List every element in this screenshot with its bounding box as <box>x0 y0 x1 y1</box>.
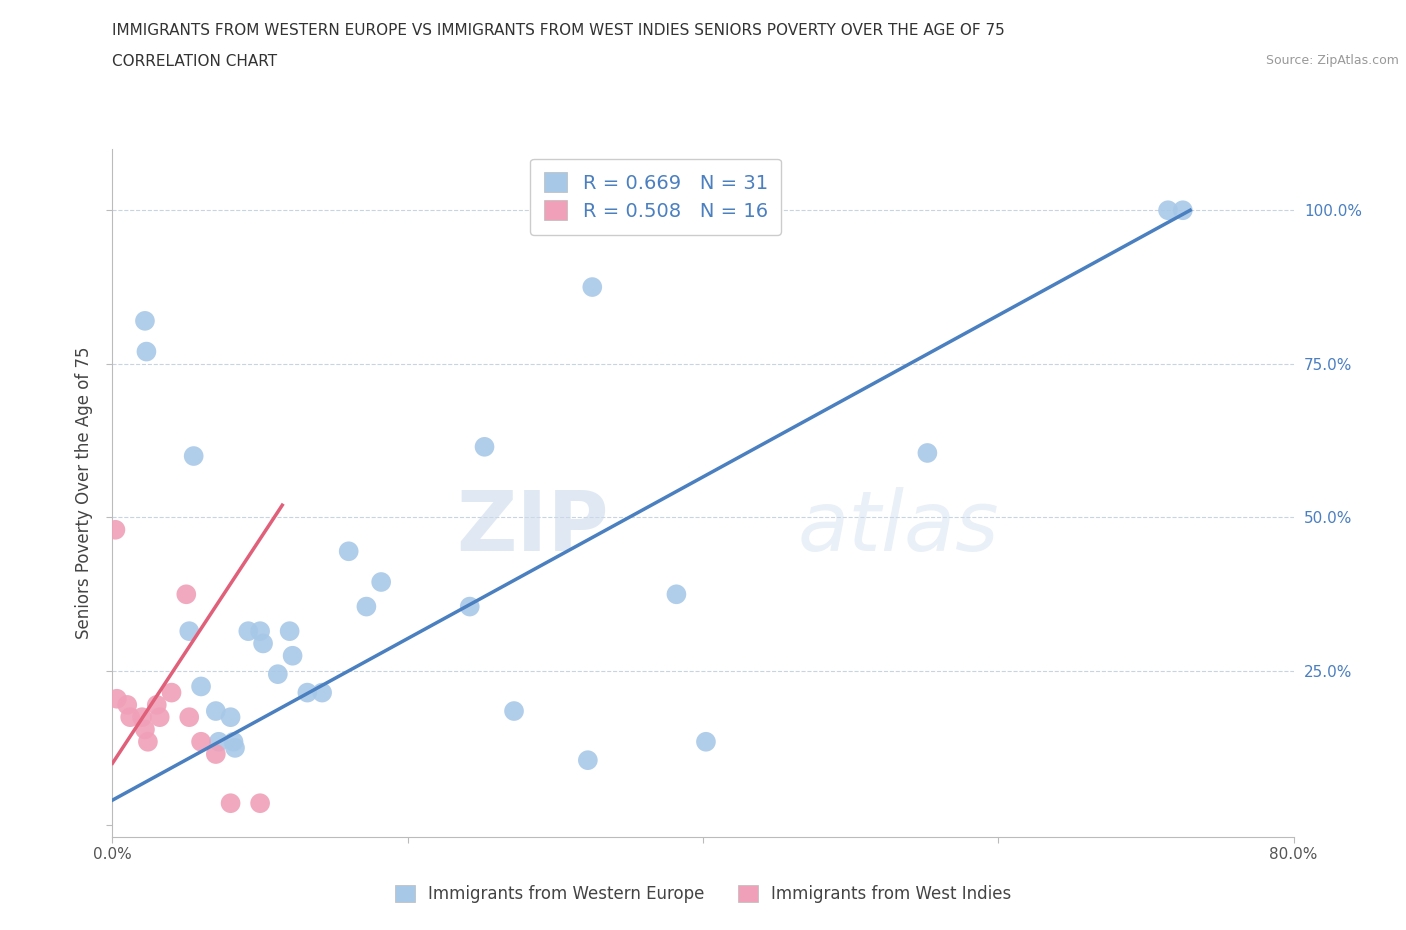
Point <box>474 439 496 454</box>
Point <box>134 313 156 328</box>
Point <box>205 704 228 719</box>
Text: Source: ZipAtlas.com: Source: ZipAtlas.com <box>1265 54 1399 67</box>
Point <box>208 735 231 750</box>
Point <box>1171 203 1194 218</box>
Point <box>917 445 939 460</box>
Point <box>179 710 201 724</box>
Point <box>205 747 228 762</box>
Point <box>576 752 599 767</box>
Point <box>174 587 197 602</box>
Point <box>179 624 201 639</box>
Point <box>134 722 156 737</box>
Point <box>249 796 271 811</box>
Point <box>370 575 392 590</box>
Point <box>695 735 717 750</box>
Point <box>337 544 360 559</box>
Point <box>665 587 688 602</box>
Point <box>356 599 378 614</box>
Text: atlas: atlas <box>797 486 1000 568</box>
Point <box>252 636 274 651</box>
Point <box>249 624 271 639</box>
Text: CORRELATION CHART: CORRELATION CHART <box>112 54 277 69</box>
Point <box>190 735 212 750</box>
Point <box>267 667 290 682</box>
Point <box>222 735 245 750</box>
Point <box>160 685 183 700</box>
Point <box>190 679 212 694</box>
Point <box>458 599 481 614</box>
Point <box>581 280 603 295</box>
Point <box>1157 203 1180 218</box>
Point <box>238 624 260 639</box>
Point <box>224 740 246 755</box>
Point <box>311 685 333 700</box>
Point <box>117 698 138 712</box>
Point <box>219 710 242 724</box>
Point <box>503 704 526 719</box>
Point <box>120 710 142 724</box>
Legend: Immigrants from Western Europe, Immigrants from West Indies: Immigrants from Western Europe, Immigran… <box>387 876 1019 911</box>
Text: IMMIGRANTS FROM WESTERN EUROPE VS IMMIGRANTS FROM WEST INDIES SENIORS POVERTY OV: IMMIGRANTS FROM WESTERN EUROPE VS IMMIGR… <box>112 23 1005 38</box>
Point <box>297 685 319 700</box>
Point <box>104 523 127 538</box>
Point <box>149 710 172 724</box>
Y-axis label: Seniors Poverty Over the Age of 75: Seniors Poverty Over the Age of 75 <box>75 347 93 639</box>
Point <box>219 796 242 811</box>
Text: ZIP: ZIP <box>456 486 609 568</box>
Point <box>281 648 304 663</box>
Point <box>146 698 169 712</box>
Point <box>278 624 301 639</box>
Point <box>131 710 153 724</box>
Point <box>183 448 205 463</box>
Point <box>135 344 157 359</box>
Point <box>136 735 159 750</box>
Point <box>105 691 128 706</box>
